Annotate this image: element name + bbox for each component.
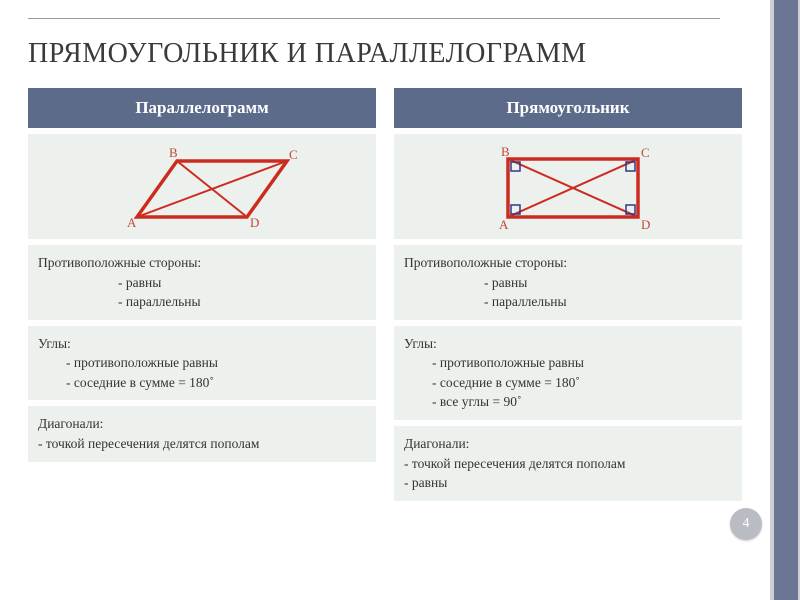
- vertex-d: D: [250, 215, 259, 230]
- top-rule: [28, 18, 720, 19]
- sides-line2: - параллельны: [38, 292, 366, 312]
- sides-line2: - параллельны: [404, 292, 732, 312]
- rectangle-svg: A B C D: [463, 139, 673, 234]
- page-number-badge: 4: [730, 508, 762, 540]
- diag-title: Диагонали:: [38, 416, 103, 431]
- column-parallelogram: Параллелограмм A B C D Противоположные с…: [28, 88, 376, 501]
- angles-cell-left: Углы: - противоположные равны - соседние…: [28, 326, 376, 401]
- angles-line2: - соседние в сумме = 180˚: [404, 373, 732, 393]
- sides-cell-left: Противоположные стороны: - равны - парал…: [28, 245, 376, 320]
- sides-title: Противоположные стороны:: [38, 255, 201, 270]
- diagonals-cell-left: Диагонали: - точкой пересечения делятся …: [28, 406, 376, 461]
- diag-line1: - точкой пересечения делятся пополам: [404, 456, 625, 471]
- vertex-c: C: [641, 145, 650, 160]
- diagram-parallelogram: A B C D: [28, 134, 376, 239]
- column-rectangle: Прямоугольник A B C D П: [394, 88, 742, 501]
- angles-line3: - все углы = 90˚: [404, 392, 732, 412]
- vertex-d: D: [641, 217, 650, 232]
- diagonals-cell-right: Диагонали: - точкой пересечения делятся …: [394, 426, 742, 501]
- sides-line1: - равны: [38, 273, 366, 293]
- vertex-a: A: [127, 215, 137, 230]
- angles-title: Углы:: [404, 336, 437, 351]
- column-header-left: Параллелограмм: [28, 88, 376, 128]
- comparison-columns: Параллелограмм A B C D Противоположные с…: [28, 88, 742, 501]
- diag-line1: - точкой пересечения делятся пополам: [38, 436, 259, 451]
- column-header-right: Прямоугольник: [394, 88, 742, 128]
- page-title: ПРЯМОУГОЛЬНИК И ПАРАЛЛЕЛОГРАММ: [28, 38, 742, 70]
- slide: ПРЯМОУГОЛЬНИК И ПАРАЛЛЕЛОГРАММ Параллело…: [0, 0, 770, 600]
- vertex-b: B: [501, 144, 510, 159]
- side-decoration: [770, 0, 800, 600]
- angles-title: Углы:: [38, 336, 71, 351]
- angles-line2: - соседние в сумме = 180˚: [38, 373, 366, 393]
- sides-title: Противоположные стороны:: [404, 255, 567, 270]
- vertex-a: A: [499, 217, 509, 232]
- vertex-c: C: [289, 147, 298, 162]
- angles-line1: - противоположные равны: [404, 353, 732, 373]
- diagram-rectangle: A B C D: [394, 134, 742, 239]
- diag-title: Диагонали:: [404, 436, 469, 451]
- angles-cell-right: Углы: - противоположные равны - соседние…: [394, 326, 742, 420]
- parallelogram-svg: A B C D: [97, 139, 307, 234]
- vertex-b: B: [169, 145, 178, 160]
- page-number: 4: [743, 516, 750, 532]
- sides-line1: - равны: [404, 273, 732, 293]
- sides-cell-right: Противоположные стороны: - равны - парал…: [394, 245, 742, 320]
- diag-line2: - равны: [404, 475, 447, 490]
- angles-line1: - противоположные равны: [38, 353, 366, 373]
